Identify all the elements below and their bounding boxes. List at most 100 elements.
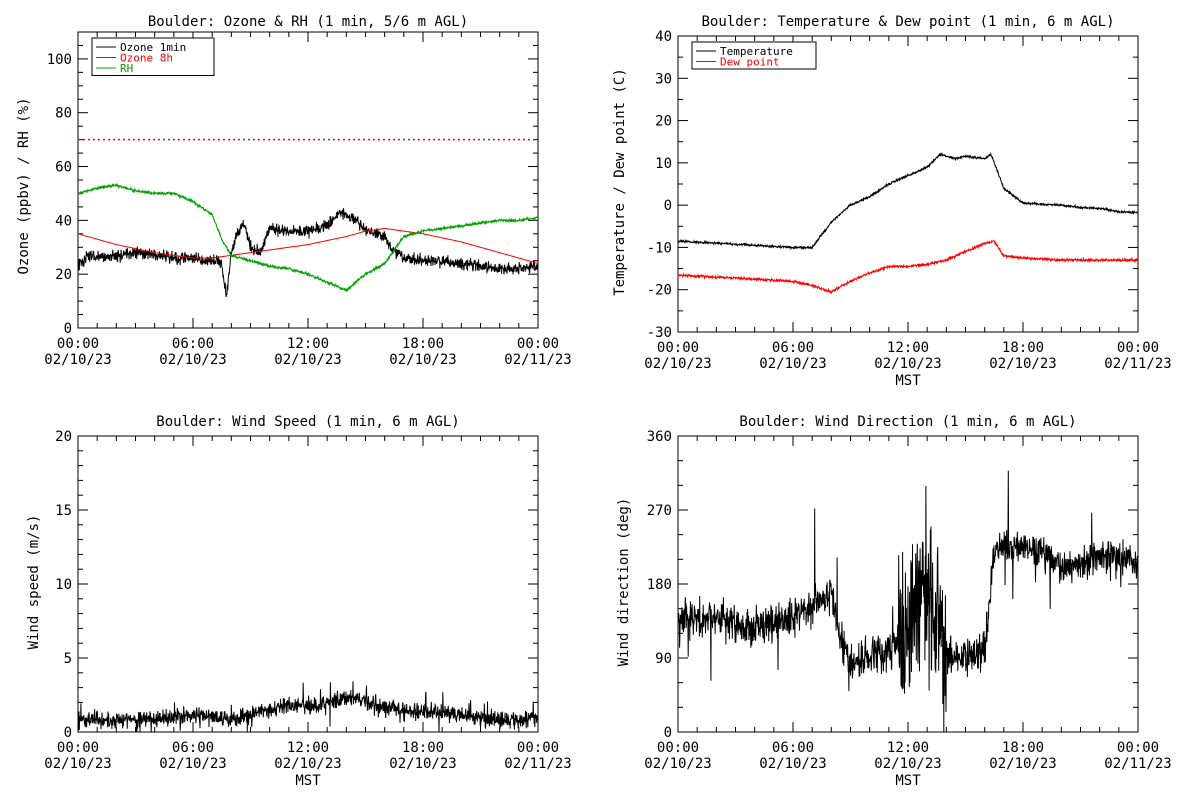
y-tick-label: 10 [655, 156, 672, 172]
wind-speed-panel: Boulder: Wind Speed (1 min, 6 m AGL) Win… [26, 414, 572, 789]
series-line [677, 239, 1139, 295]
legend-label: Temperature [720, 45, 793, 58]
x-tick-label-date: 02/10/23 [159, 756, 226, 772]
wind-speed-series [77, 681, 539, 733]
x-tick-label-date: 02/11/23 [1104, 356, 1171, 372]
legend-box [91, 37, 215, 76]
y-tick-label: 0 [64, 725, 72, 741]
temperature-series [677, 151, 1139, 295]
wind-direction-series [677, 470, 1139, 733]
ozone-series [77, 182, 539, 298]
x-tick-label-date: 02/10/23 [44, 756, 111, 772]
y-tick-label: 40 [55, 213, 72, 229]
x-tick-label-time: 06:00 [772, 340, 814, 356]
x-tick-label-time: 00:00 [657, 740, 699, 756]
x-tick-label-time: 06:00 [172, 740, 214, 756]
x-tick-label-date: 02/11/23 [1104, 756, 1171, 772]
x-tick-label-time: 00:00 [657, 340, 699, 356]
series-line [77, 681, 539, 733]
wind-speed-y-ticks: 0 5 10 15 20 [55, 429, 538, 741]
y-tick-label: 0 [664, 725, 672, 741]
x-tick-label-time: 18:00 [402, 740, 444, 756]
temperature-y-ticks: -30 -20 -10 0 10 20 30 40 [647, 29, 1138, 341]
x-tick-label-date: 02/10/23 [44, 352, 111, 368]
x-tick-label-date: 02/10/23 [989, 356, 1056, 372]
temperature-ylabel: Temperature / Dew point (C) [612, 68, 628, 296]
y-tick-label: 20 [55, 429, 72, 445]
y-tick-label: 270 [647, 503, 672, 519]
y-tick-label: 90 [655, 651, 672, 667]
x-tick-label-time: 12:00 [887, 740, 929, 756]
x-tick-label-date: 02/10/23 [274, 756, 341, 772]
x-tick-label-date: 02/10/23 [644, 756, 711, 772]
x-tick-label-time: 18:00 [1002, 340, 1044, 356]
wind-speed-plot-frame [77, 435, 539, 733]
x-tick-label-time: 18:00 [1002, 740, 1044, 756]
wind-direction-xlabel: MST [895, 773, 921, 789]
wind-direction-panel: Boulder: Wind Direction (1 min, 6 m AGL)… [616, 414, 1172, 789]
series-line [77, 227, 539, 264]
x-tick-label-date: 02/10/23 [989, 756, 1056, 772]
x-tick-label-time: 00:00 [57, 336, 99, 352]
x-tick-label-time: 00:00 [517, 336, 559, 352]
x-tick-label-date: 02/11/23 [504, 352, 571, 368]
x-tick-label-time: 00:00 [1117, 740, 1159, 756]
temperature-title: Boulder: Temperature & Dew point (1 min,… [701, 14, 1114, 30]
y-tick-label: 15 [55, 503, 72, 519]
y-tick-label: -30 [647, 325, 672, 341]
y-tick-label: -20 [647, 283, 672, 299]
x-tick-label-time: 00:00 [57, 740, 99, 756]
x-tick-label-time: 06:00 [772, 740, 814, 756]
legend-box [691, 41, 817, 70]
x-tick-label-date: 02/10/23 [644, 356, 711, 372]
x-tick-label-date: 02/10/23 [274, 352, 341, 368]
wind-direction-y-ticks: 0 90 180 270 360 [647, 429, 1138, 741]
y-tick-label: 0 [64, 321, 72, 337]
wind-direction-x-ticks: 00:0002/10/2306:0002/10/2312:0002/10/231… [644, 436, 1172, 772]
legend-label: Dew point [720, 56, 780, 69]
wind-speed-xlabel: MST [295, 773, 321, 789]
legend-label: RH [120, 62, 133, 75]
temperature-x-ticks: 00:0002/10/2306:0002/10/2312:0002/10/231… [644, 36, 1172, 372]
series-line [677, 470, 1139, 733]
legend-label: Ozone 1min [120, 41, 186, 54]
temperature-panel: Boulder: Temperature & Dew point (1 min,… [612, 14, 1172, 389]
temperature-xlabel: MST [895, 373, 921, 389]
x-tick-label-time: 06:00 [172, 336, 214, 352]
y-tick-label: 0 [664, 198, 672, 214]
ozone-title: Boulder: Ozone & RH (1 min, 5/6 m AGL) [148, 14, 468, 30]
y-tick-label: 60 [55, 160, 72, 176]
ozone-ylabel: Ozone (ppbv) / RH (%) [16, 97, 32, 274]
x-tick-label-time: 12:00 [287, 336, 329, 352]
series-line [77, 208, 539, 298]
y-tick-label: 180 [647, 577, 672, 593]
legend-label: Ozone 8h [120, 52, 173, 65]
x-tick-label-date: 02/10/23 [874, 356, 941, 372]
y-tick-label: 20 [55, 267, 72, 283]
wind-direction-title: Boulder: Wind Direction (1 min, 6 m AGL) [739, 414, 1076, 430]
x-tick-label-date: 02/10/23 [389, 756, 456, 772]
ozone-rh-panel: Boulder: Ozone & RH (1 min, 5/6 m AGL) O… [16, 14, 572, 368]
x-tick-label-time: 00:00 [1117, 340, 1159, 356]
x-tick-label-date: 02/10/23 [759, 756, 826, 772]
y-tick-label: 10 [55, 577, 72, 593]
ozone-plot-frame [77, 31, 539, 329]
wind-speed-title: Boulder: Wind Speed (1 min, 6 m AGL) [156, 414, 459, 430]
x-tick-label-date: 02/10/23 [159, 352, 226, 368]
y-tick-label: 100 [47, 52, 72, 68]
x-tick-label-date: 02/10/23 [759, 356, 826, 372]
x-tick-label-date: 02/10/23 [874, 756, 941, 772]
ozone-y-ticks: 0 20 40 60 80 100 [47, 31, 538, 337]
y-tick-label: 40 [655, 29, 672, 45]
y-tick-label: 5 [64, 651, 72, 667]
y-tick-label: 30 [655, 71, 672, 87]
wind-direction-ylabel: Wind direction (deg) [616, 498, 632, 667]
x-tick-label-date: 02/11/23 [504, 756, 571, 772]
ozone-x-ticks: 00:0002/10/2306:0002/10/2312:0002/10/231… [44, 32, 572, 368]
x-tick-label-date: 02/10/23 [389, 352, 456, 368]
x-tick-label-time: 00:00 [517, 740, 559, 756]
wind-speed-x-ticks: 00:0002/10/2306:0002/10/2312:0002/10/231… [44, 436, 572, 772]
